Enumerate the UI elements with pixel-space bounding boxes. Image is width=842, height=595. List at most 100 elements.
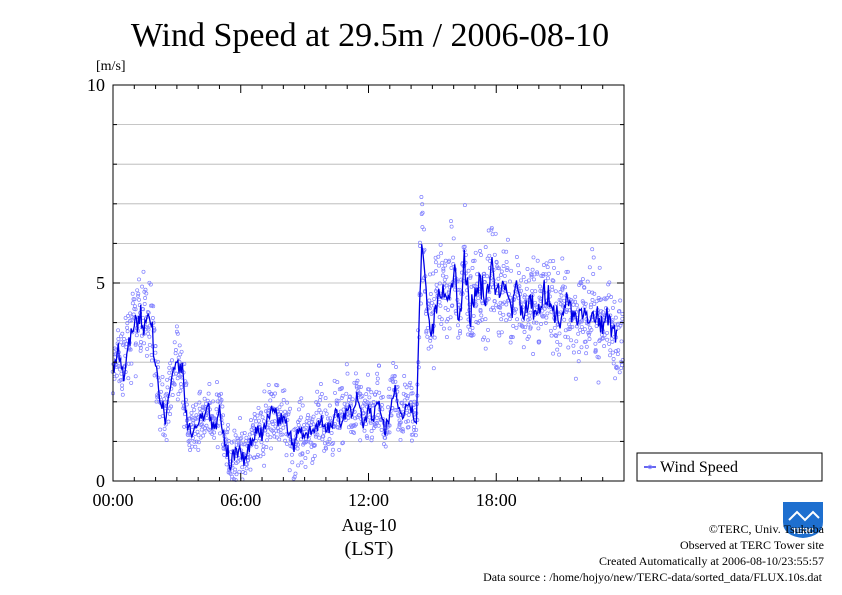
scatter-point [196, 433, 201, 438]
scatter-point [354, 380, 359, 385]
scatter-point [539, 322, 544, 326]
scatter-point [329, 431, 334, 435]
scatter-point [254, 444, 259, 449]
scatter-point [587, 265, 592, 270]
scatter-point [350, 424, 355, 428]
scatter-point [164, 391, 169, 396]
scatter-point [126, 376, 131, 381]
scatter-point [122, 341, 126, 346]
scatter-point [370, 435, 375, 440]
scatter-point [375, 381, 380, 385]
scatter-point [428, 272, 432, 277]
scatter-point [138, 345, 143, 350]
scatter-point [374, 421, 379, 426]
scatter-point [229, 440, 234, 445]
scatter-point [492, 252, 497, 257]
scatter-point [400, 427, 405, 432]
scatter-point [416, 328, 421, 333]
scatter-point [434, 282, 439, 287]
scatter-point [143, 296, 148, 300]
scatter-point [368, 420, 373, 425]
scatter-point [567, 327, 572, 331]
scatter-point [293, 426, 298, 431]
scatter-point [364, 434, 369, 439]
scatter-point [388, 394, 393, 399]
scatter-point [222, 452, 227, 457]
scatter-point [538, 284, 542, 289]
scatter-point [191, 420, 196, 425]
scatter-point [531, 255, 536, 260]
scatter-point [611, 361, 616, 366]
footer-created: Created Automatically at 2006-08-10/23:5… [599, 554, 824, 568]
scatter-point [302, 423, 307, 427]
scatter-point [486, 327, 490, 332]
scatter-point [502, 300, 507, 305]
scatter-point [559, 293, 564, 298]
scatter-point [165, 385, 170, 390]
scatter-point [339, 386, 344, 391]
scatter-point [376, 423, 381, 428]
scatter-point [553, 333, 558, 338]
scatter-point [414, 427, 419, 432]
scatter-point [608, 348, 613, 353]
scatter-point [557, 352, 562, 357]
scatter-point [260, 415, 265, 420]
scatter-point [407, 382, 412, 387]
scatter-point [271, 430, 276, 435]
scatter-point [297, 400, 302, 404]
scatter-point [614, 364, 619, 369]
scatter-point [483, 346, 488, 351]
scatter-point [173, 348, 178, 352]
scatter-point [490, 232, 495, 237]
scatter-point [285, 400, 290, 405]
scatter-point [311, 422, 316, 427]
scatter-point [611, 357, 616, 361]
scatter-point [546, 271, 551, 276]
scatter-point [293, 471, 298, 476]
scatter-point [501, 249, 506, 254]
scatter-point [277, 437, 282, 442]
scatter-point [620, 363, 625, 368]
scatter-point [437, 300, 442, 304]
scatter-point [122, 337, 127, 341]
scatter-point [262, 389, 267, 394]
scatter-point [339, 395, 344, 400]
scatter-point [473, 250, 478, 255]
scatter-point [196, 447, 201, 452]
scatter-point [315, 432, 320, 437]
scatter-point [458, 329, 463, 334]
footer-source: Data source : /home/hojyo/new/TERC-data/… [483, 570, 822, 584]
scatter-point [393, 379, 398, 384]
scatter-point [168, 361, 173, 366]
scatter-point [284, 441, 289, 446]
scatter-point [608, 353, 612, 358]
scatter-point [514, 255, 519, 259]
scatter-point [162, 397, 167, 402]
scatter-point [260, 448, 265, 452]
scatter-point [275, 425, 280, 430]
scatter-point [157, 414, 162, 419]
scatter-point [441, 266, 446, 271]
scatter-point [211, 399, 216, 404]
scatter-point [431, 366, 436, 371]
scatter-point [310, 457, 315, 462]
scatter-point [252, 412, 257, 416]
scatter-point [392, 374, 397, 379]
scatter-point [336, 398, 341, 403]
scatter-point [251, 422, 256, 427]
scatter-point [450, 303, 455, 308]
scatter-point [380, 395, 385, 399]
legend-box [636, 452, 823, 482]
scatter-point [190, 444, 195, 449]
y-tick-label: 10 [87, 75, 105, 95]
scatter-point [424, 330, 429, 335]
scatter-point [237, 469, 242, 474]
scatter-point [375, 371, 380, 376]
scatter-point [340, 441, 345, 446]
scatter-point [252, 441, 257, 446]
scatter-point [482, 335, 487, 340]
scatter-point [235, 459, 240, 464]
scatter-point [597, 265, 602, 270]
scatter-point [566, 345, 571, 350]
scatter-point [225, 426, 230, 431]
